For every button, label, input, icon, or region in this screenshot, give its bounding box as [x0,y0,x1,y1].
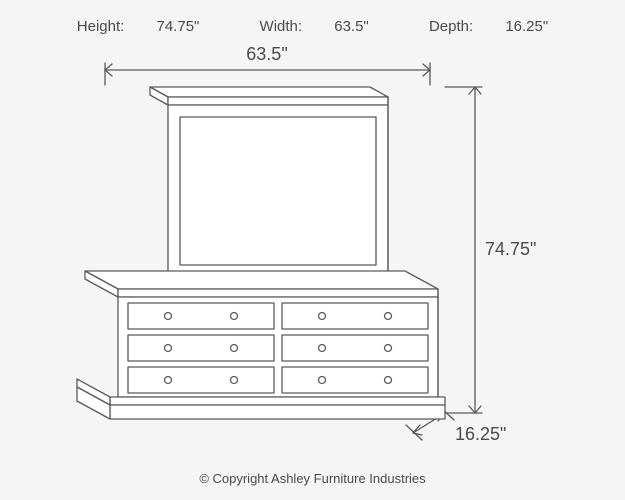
width-spec: Width: 63.5" [246,18,387,35]
header-dimensions: Height: 74.75" Width: 63.5" Depth: 16.25… [0,18,625,35]
width-label: Width: [260,18,303,35]
width-dim-text: 63.5" [246,45,287,64]
depth-spec: Depth: 16.25" [415,18,562,35]
furniture-diagram: 63.5" 74.75" 16.25" [50,45,550,455]
width-dimension [105,63,430,85]
depth-dim-text: 16.25" [455,424,506,444]
height-dim-text: 74.75" [485,239,536,259]
width-value: 63.5" [334,18,369,35]
depth-label: Depth: [429,18,473,35]
copyright-text: © Copyright Ashley Furniture Industries [0,471,625,486]
height-spec: Height: 74.75" [63,18,218,35]
depth-value: 16.25" [505,18,548,35]
height-label: Height: [77,18,125,35]
mirror [150,87,388,273]
height-value: 74.75" [157,18,200,35]
dresser [77,271,445,419]
height-dimension [445,87,482,413]
